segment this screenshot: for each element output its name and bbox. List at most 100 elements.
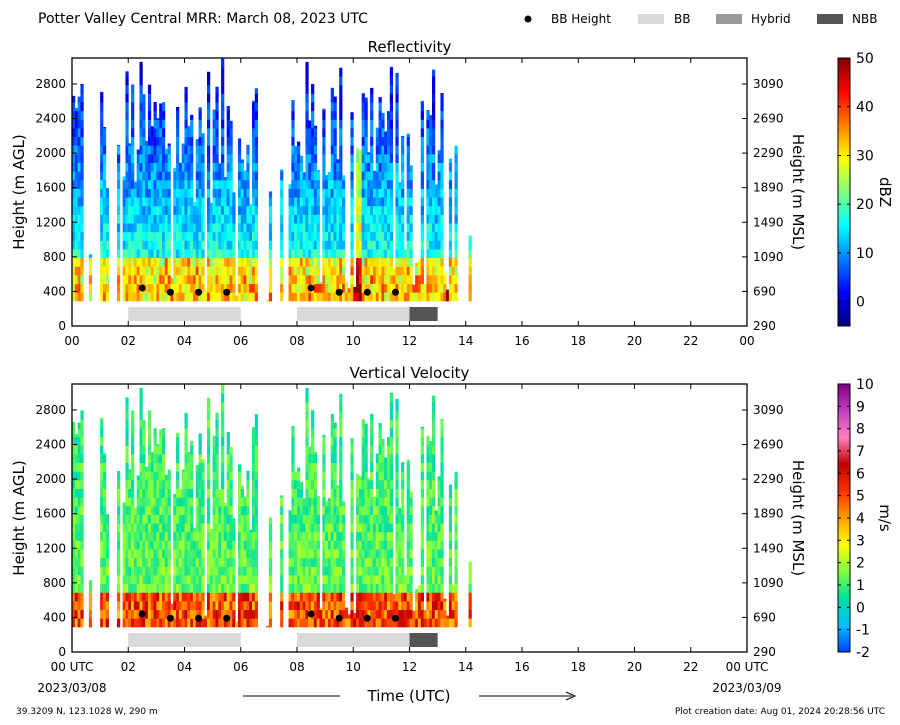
heatmap-cell bbox=[77, 145, 81, 155]
heatmap-cell bbox=[243, 240, 247, 250]
y2-tick-label: 2290 bbox=[753, 472, 784, 486]
heatmap-cell bbox=[128, 162, 132, 172]
heatmap-cell bbox=[198, 257, 202, 267]
heatmap-cell bbox=[153, 505, 157, 515]
heatmap-cell bbox=[339, 188, 343, 198]
heatmap-cell bbox=[246, 283, 250, 293]
heatmap-cell bbox=[297, 153, 301, 164]
heatmap-cell bbox=[361, 462, 365, 472]
heatmap-cell bbox=[434, 557, 439, 567]
heatmap-cell bbox=[420, 102, 424, 112]
heatmap-cell bbox=[156, 566, 160, 576]
heatmap-cell bbox=[176, 523, 180, 533]
heatmap-cell bbox=[187, 454, 191, 464]
heatmap-cell bbox=[367, 292, 371, 302]
heatmap-cell bbox=[313, 549, 318, 559]
heatmap-cell bbox=[252, 100, 256, 103]
heatmap-cell bbox=[429, 249, 433, 259]
heatmap-cell bbox=[432, 205, 436, 215]
heatmap-cell bbox=[201, 523, 205, 533]
heatmap-cell bbox=[72, 197, 76, 207]
heatmap-cell bbox=[125, 505, 129, 515]
heatmap-cell bbox=[226, 274, 230, 285]
heatmap-cell bbox=[375, 240, 379, 250]
heatmap-cell bbox=[131, 462, 135, 472]
heatmap-cell bbox=[294, 257, 298, 267]
bb-height-point bbox=[363, 288, 371, 296]
heatmap-cell bbox=[389, 205, 394, 215]
heatmap-cell bbox=[218, 497, 222, 507]
heatmap-cell bbox=[299, 523, 304, 533]
heatmap-cell bbox=[327, 566, 332, 576]
heatmap-cell bbox=[420, 153, 424, 164]
heatmap-cell bbox=[322, 609, 326, 619]
heatmap-cell bbox=[389, 153, 394, 164]
heatmap-cell bbox=[432, 428, 436, 438]
heatmap-cell bbox=[291, 223, 295, 233]
heatmap-cell bbox=[434, 592, 439, 602]
heatmap-cell bbox=[128, 471, 132, 481]
heatmap-cell bbox=[212, 497, 216, 507]
heatmap-cell bbox=[100, 179, 104, 189]
heatmap-cell bbox=[77, 292, 81, 302]
heatmap-cell bbox=[218, 531, 222, 541]
heatmap-cell bbox=[395, 110, 399, 120]
heatmap-cell bbox=[198, 540, 202, 550]
heatmap-cell bbox=[136, 600, 140, 611]
heatmap-cell bbox=[440, 454, 444, 464]
heatmap-cell bbox=[145, 231, 149, 241]
heatmap-cell bbox=[432, 462, 436, 472]
heatmap-cell bbox=[389, 76, 394, 86]
heatmap-cell bbox=[313, 145, 318, 155]
heatmap-cell bbox=[299, 283, 304, 293]
heatmap-cell bbox=[102, 454, 107, 464]
heatmap-cell bbox=[131, 600, 135, 611]
heatmap-cell bbox=[420, 128, 424, 138]
heatmap-cell bbox=[229, 283, 233, 293]
heatmap-cell bbox=[207, 102, 211, 112]
heatmap-cell bbox=[409, 240, 413, 250]
heatmap-cell bbox=[358, 274, 363, 285]
heatmap-cell bbox=[226, 249, 230, 259]
heatmap-cell bbox=[173, 618, 177, 628]
heatmap-cell bbox=[364, 110, 368, 120]
heatmap-cell bbox=[344, 292, 349, 302]
heatmap-cell bbox=[350, 566, 354, 576]
x-tick-label: 00 bbox=[64, 334, 79, 348]
heatmap-cell bbox=[246, 144, 250, 146]
heatmap-cell bbox=[117, 214, 121, 224]
heatmap-cell bbox=[339, 393, 343, 403]
heatmap-cell bbox=[333, 540, 337, 550]
heatmap-cell bbox=[395, 471, 399, 481]
heatmap-cell bbox=[325, 231, 329, 241]
heatmap-cell bbox=[215, 549, 219, 559]
heatmap-cell bbox=[153, 240, 157, 250]
heatmap-cell bbox=[358, 153, 363, 164]
heatmap-cell bbox=[429, 115, 433, 120]
heatmap-cell bbox=[74, 119, 79, 129]
heatmap-cell bbox=[221, 274, 225, 285]
heatmap-cell bbox=[367, 488, 371, 498]
heatmap-cell bbox=[139, 214, 143, 224]
heatmap-cell bbox=[167, 549, 171, 559]
heatmap-cell bbox=[209, 283, 214, 293]
heatmap-cell bbox=[333, 128, 337, 138]
heatmap-cell bbox=[305, 402, 309, 412]
heatmap-cell bbox=[432, 197, 436, 207]
heatmap-cell bbox=[229, 274, 233, 285]
heatmap-cell bbox=[378, 266, 382, 276]
heatmap-cell bbox=[305, 67, 309, 77]
heatmap-cell bbox=[406, 557, 410, 567]
heatmap-cell bbox=[162, 454, 166, 464]
heatmap-cell bbox=[100, 153, 104, 164]
x-tick-label: 18 bbox=[571, 334, 586, 348]
heatmap-cell bbox=[240, 274, 244, 285]
heatmap-cell bbox=[330, 462, 334, 472]
heatmap-cell bbox=[409, 557, 413, 567]
heatmap-cell bbox=[74, 205, 79, 215]
heatmap-cell bbox=[389, 67, 394, 77]
heatmap-cell bbox=[184, 531, 188, 541]
heatmap-cell bbox=[432, 531, 436, 541]
heatmap-cell bbox=[398, 240, 402, 250]
heatmap-cell bbox=[330, 454, 334, 464]
